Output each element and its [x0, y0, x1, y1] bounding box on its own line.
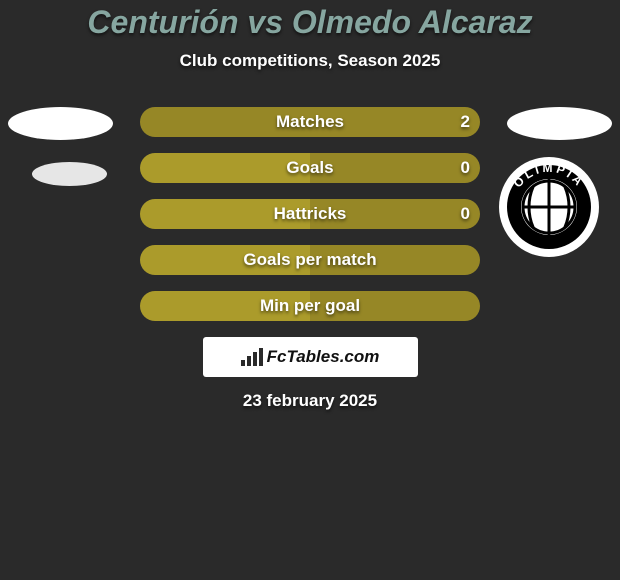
comparison-date: 23 february 2025 — [0, 391, 620, 411]
comparison-content: OLIMPIA Matches2Goals0Hattricks0Goals pe… — [0, 107, 620, 321]
player-left-oval-2 — [32, 162, 107, 186]
page-title: Centurión vs Olmedo Alcaraz — [0, 0, 620, 41]
club-crest-right: OLIMPIA — [499, 157, 599, 257]
stat-row: Min per goal — [140, 291, 480, 321]
stat-bars: Matches2Goals0Hattricks0Goals per matchM… — [140, 107, 480, 321]
player-left-oval — [8, 107, 113, 140]
stat-value-right: 2 — [461, 107, 470, 137]
branding-bars-icon — [241, 348, 263, 366]
stat-label: Goals per match — [140, 245, 480, 275]
stat-label: Matches — [140, 107, 480, 137]
stat-label: Goals — [140, 153, 480, 183]
stat-row: Matches2 — [140, 107, 480, 137]
player-right-oval — [507, 107, 612, 140]
branding-badge: FcTables.com — [203, 337, 418, 377]
stat-value-right: 0 — [461, 199, 470, 229]
page-subtitle: Club competitions, Season 2025 — [0, 51, 620, 71]
stat-label: Hattricks — [140, 199, 480, 229]
stat-row: Hattricks0 — [140, 199, 480, 229]
branding-text: FcTables.com — [267, 347, 380, 367]
crest-globe-lines — [523, 180, 575, 234]
stat-row: Goals0 — [140, 153, 480, 183]
stat-label: Min per goal — [140, 291, 480, 321]
stat-value-right: 0 — [461, 153, 470, 183]
stat-row: Goals per match — [140, 245, 480, 275]
